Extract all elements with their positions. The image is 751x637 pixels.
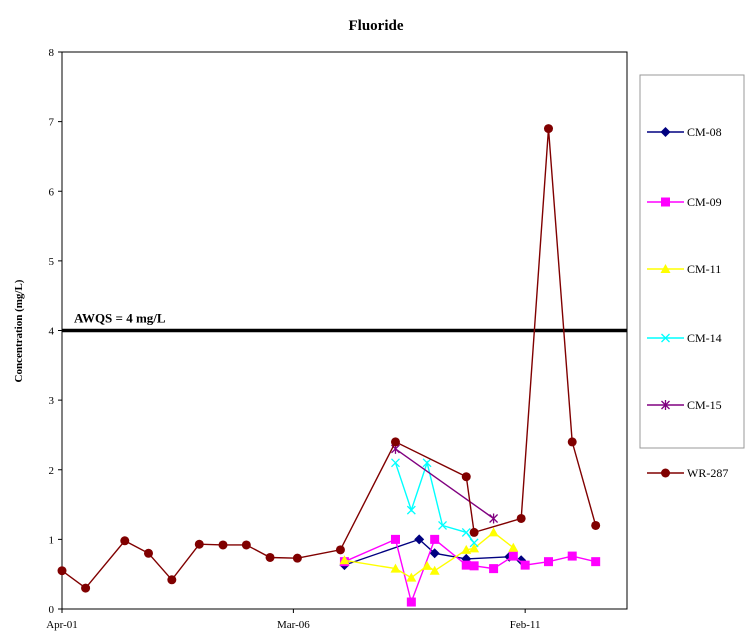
data-point-wr-287 <box>81 583 91 593</box>
legend-swatch-marker <box>661 197 670 207</box>
y-tick-label: 8 <box>49 47 55 59</box>
data-point-cm-09 <box>489 564 499 574</box>
reference-line: AWQS = 4 mg/L <box>62 311 627 333</box>
data-point-wr-287 <box>167 575 177 585</box>
data-point-wr-287 <box>120 536 130 546</box>
series-wr-287-line <box>61 128 597 590</box>
legend-item-cm-11: CM-11 <box>647 262 721 276</box>
data-point-cm-09 <box>543 557 553 567</box>
data-point-cm-14 <box>406 505 416 515</box>
data-point-cm-15 <box>489 513 499 524</box>
data-point-cm-14 <box>422 458 432 468</box>
data-point-cm-09 <box>469 561 479 571</box>
data-point-cm-11 <box>461 544 472 554</box>
data-point-cm-11 <box>422 560 433 570</box>
series-cm-09 <box>339 534 601 607</box>
data-point-cm-09 <box>430 534 440 544</box>
legend-label: CM-11 <box>687 262 721 276</box>
legend-swatch-marker <box>661 333 670 343</box>
legend-box <box>639 74 745 449</box>
data-point-wr-287 <box>390 437 400 447</box>
legend-item-wr-287: WR-287 <box>647 466 728 480</box>
data-point-cm-11 <box>488 527 499 537</box>
series-layer <box>57 124 601 607</box>
legend-swatch-marker <box>661 400 670 410</box>
data-point-wr-287 <box>591 520 601 530</box>
data-point-wr-287 <box>516 513 526 523</box>
chart-title: Fluoride <box>349 18 404 34</box>
data-point-cm-14 <box>461 527 471 537</box>
legend-swatch-marker <box>660 127 671 137</box>
data-point-wr-287 <box>461 472 471 482</box>
data-point-cm-09 <box>591 557 601 567</box>
data-point-wr-287 <box>194 539 204 549</box>
data-point-cm-14 <box>391 458 400 468</box>
data-point-cm-11 <box>429 565 440 575</box>
data-point-cm-09 <box>461 560 471 570</box>
data-point-cm-11 <box>390 563 401 573</box>
data-point-wr-287 <box>335 545 345 555</box>
y-tick-label: 1 <box>49 534 55 546</box>
data-point-wr-287 <box>543 124 553 134</box>
legend-item-cm-09: CM-09 <box>647 195 722 209</box>
data-point-cm-14 <box>469 538 479 548</box>
data-point-cm-09 <box>520 560 530 570</box>
data-point-cm-11 <box>508 542 519 552</box>
data-point-wr-287 <box>567 437 577 447</box>
y-tick-label: 0 <box>49 604 55 616</box>
data-point-wr-287 <box>469 527 479 537</box>
y-axis-label: Concentration (mg/L) <box>13 279 25 382</box>
legend-label: CM-15 <box>687 398 722 412</box>
data-point-wr-287 <box>292 553 302 563</box>
series-cm-15-line <box>395 448 495 520</box>
legend-item-cm-15: CM-15 <box>647 398 722 412</box>
series-cm-14 <box>391 458 479 548</box>
series-wr-287 <box>57 124 601 593</box>
series-cm-15 <box>391 443 499 524</box>
legend-swatch-marker <box>661 468 670 478</box>
data-point-cm-11 <box>469 543 480 553</box>
legend-swatch-marker <box>660 264 671 273</box>
x-tick-label: Mar-06 <box>277 619 310 631</box>
data-point-cm-09 <box>406 597 416 607</box>
x-tick-label: Feb-11 <box>510 619 541 631</box>
x-tick-label: Apr-01 <box>46 619 78 631</box>
data-point-wr-287 <box>218 540 228 550</box>
series-cm-11 <box>339 527 519 582</box>
y-tick-label: 3 <box>49 395 55 407</box>
legend: CM-08 CM-09 CM-11 CM-14 CM-15 WR-287 <box>639 74 745 480</box>
data-point-cm-09 <box>508 551 518 561</box>
data-point-cm-11 <box>339 555 350 565</box>
awqs-label: AWQS = 4 mg/L <box>74 311 166 326</box>
data-point-wr-287 <box>57 566 67 576</box>
data-point-cm-14 <box>438 520 447 530</box>
y-tick-label: 5 <box>49 256 55 268</box>
data-point-wr-287 <box>265 552 275 562</box>
y-tick-label: 6 <box>49 186 55 198</box>
legend-item-cm-08: CM-08 <box>647 125 722 139</box>
legend-label: CM-09 <box>687 195 722 209</box>
data-point-cm-09 <box>390 534 400 544</box>
legend-item-cm-14: CM-14 <box>647 331 722 345</box>
data-point-cm-11 <box>406 572 417 582</box>
data-point-wr-287 <box>241 540 251 550</box>
data-point-cm-08 <box>414 534 425 545</box>
data-point-cm-09 <box>567 551 577 561</box>
y-tick-label: 4 <box>49 326 55 338</box>
y-tick-label: 7 <box>49 117 55 129</box>
data-point-wr-287 <box>143 548 153 558</box>
legend-label: WR-287 <box>687 466 728 480</box>
legend-label: CM-08 <box>687 125 722 139</box>
data-point-cm-08 <box>429 548 440 559</box>
y-tick-label: 2 <box>49 465 55 477</box>
axes: 0 1 2 3 4 5 6 7 8 Apr-01 Mar-06 Feb-11 <box>46 47 628 631</box>
legend-label: CM-14 <box>687 331 722 345</box>
